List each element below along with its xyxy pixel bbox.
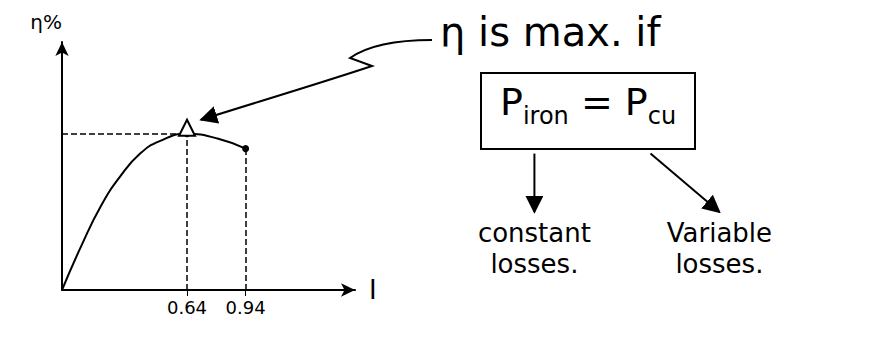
svg-text:0.94: 0.94 xyxy=(226,297,266,318)
svg-text:I: I xyxy=(369,275,377,305)
html-text:constant losses.: constant losses. xyxy=(477,218,591,279)
html-text:Variable losses.: Variable losses. xyxy=(666,218,772,279)
html-text:Piron= Pcu: Piron= Pcu xyxy=(500,80,677,130)
html-text:η is max. if: η is max. if xyxy=(440,9,661,55)
svg-text:η%: η% xyxy=(30,10,62,34)
svg-text:0.64: 0.64 xyxy=(167,297,207,318)
